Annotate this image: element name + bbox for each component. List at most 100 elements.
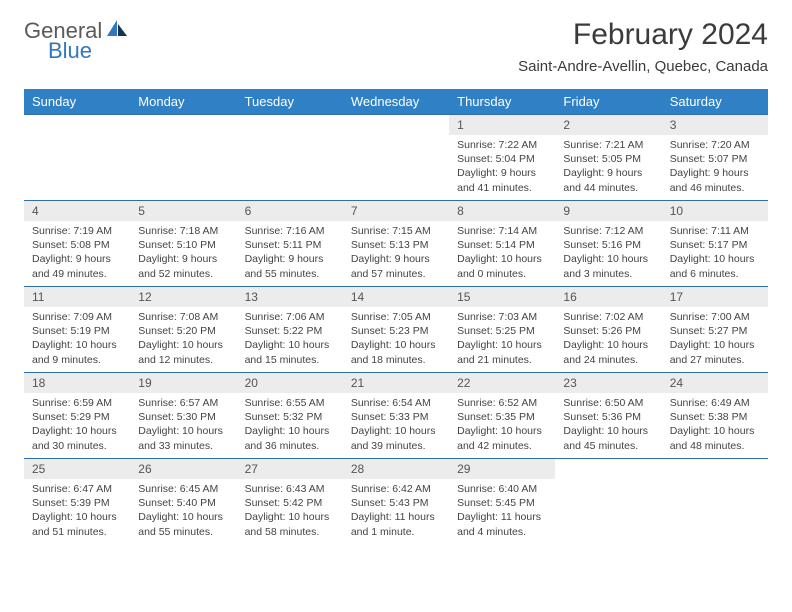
calendar-day-cell: 17Sunrise: 7:00 AMSunset: 5:27 PMDayligh… <box>662 287 768 373</box>
day-number: 2 <box>555 115 661 135</box>
weekday-header: Monday <box>130 89 236 115</box>
calendar-week-row: 11Sunrise: 7:09 AMSunset: 5:19 PMDayligh… <box>24 287 768 373</box>
calendar-day-cell: 16Sunrise: 7:02 AMSunset: 5:26 PMDayligh… <box>555 287 661 373</box>
sunset-line: Sunset: 5:14 PM <box>457 238 547 252</box>
day-number: 17 <box>662 287 768 307</box>
calendar-day-cell <box>343 115 449 201</box>
calendar-table: Sunday Monday Tuesday Wednesday Thursday… <box>24 89 768 545</box>
calendar-day-cell: 18Sunrise: 6:59 AMSunset: 5:29 PMDayligh… <box>24 373 130 459</box>
day-number: 27 <box>237 459 343 479</box>
day-number: 4 <box>24 201 130 221</box>
calendar-day-cell <box>237 115 343 201</box>
sunset-line: Sunset: 5:17 PM <box>670 238 760 252</box>
sunset-line: Sunset: 5:29 PM <box>32 410 122 424</box>
day-number: 16 <box>555 287 661 307</box>
sunset-line: Sunset: 5:30 PM <box>138 410 228 424</box>
sunrise-line: Sunrise: 7:00 AM <box>670 310 760 324</box>
daylight-line: Daylight: 10 hours and 39 minutes. <box>351 424 441 452</box>
sunrise-line: Sunrise: 6:40 AM <box>457 482 547 496</box>
sunrise-line: Sunrise: 6:54 AM <box>351 396 441 410</box>
day-number: 24 <box>662 373 768 393</box>
daylight-line: Daylight: 10 hours and 3 minutes. <box>563 252 653 280</box>
day-number: 10 <box>662 201 768 221</box>
daylight-line: Daylight: 10 hours and 58 minutes. <box>245 510 335 538</box>
location: Saint-Andre-Avellin, Quebec, Canada <box>518 58 768 75</box>
day-number: 6 <box>237 201 343 221</box>
calendar-day-cell <box>662 459 768 545</box>
day-body: Sunrise: 6:49 AMSunset: 5:38 PMDaylight:… <box>662 393 768 457</box>
daylight-line: Daylight: 10 hours and 15 minutes. <box>245 338 335 366</box>
daylight-line: Daylight: 10 hours and 0 minutes. <box>457 252 547 280</box>
day-number: 12 <box>130 287 236 307</box>
day-body: Sunrise: 6:57 AMSunset: 5:30 PMDaylight:… <box>130 393 236 457</box>
calendar-week-row: 25Sunrise: 6:47 AMSunset: 5:39 PMDayligh… <box>24 459 768 545</box>
day-number: 23 <box>555 373 661 393</box>
day-body: Sunrise: 7:20 AMSunset: 5:07 PMDaylight:… <box>662 135 768 199</box>
day-body: Sunrise: 6:59 AMSunset: 5:29 PMDaylight:… <box>24 393 130 457</box>
daylight-line: Daylight: 9 hours and 46 minutes. <box>670 166 760 194</box>
day-body: Sunrise: 6:40 AMSunset: 5:45 PMDaylight:… <box>449 479 555 543</box>
day-number: 8 <box>449 201 555 221</box>
calendar-day-cell: 3Sunrise: 7:20 AMSunset: 5:07 PMDaylight… <box>662 115 768 201</box>
day-body: Sunrise: 7:11 AMSunset: 5:17 PMDaylight:… <box>662 221 768 285</box>
day-number: 18 <box>24 373 130 393</box>
sunrise-line: Sunrise: 7:19 AM <box>32 224 122 238</box>
calendar-day-cell: 1Sunrise: 7:22 AMSunset: 5:04 PMDaylight… <box>449 115 555 201</box>
day-body: Sunrise: 6:43 AMSunset: 5:42 PMDaylight:… <box>237 479 343 543</box>
daylight-line: Daylight: 9 hours and 55 minutes. <box>245 252 335 280</box>
calendar-day-cell: 2Sunrise: 7:21 AMSunset: 5:05 PMDaylight… <box>555 115 661 201</box>
sunrise-line: Sunrise: 6:52 AM <box>457 396 547 410</box>
sunrise-line: Sunrise: 7:15 AM <box>351 224 441 238</box>
day-body: Sunrise: 7:21 AMSunset: 5:05 PMDaylight:… <box>555 135 661 199</box>
calendar-day-cell: 19Sunrise: 6:57 AMSunset: 5:30 PMDayligh… <box>130 373 236 459</box>
day-number: 9 <box>555 201 661 221</box>
sunrise-line: Sunrise: 7:14 AM <box>457 224 547 238</box>
calendar-day-cell: 28Sunrise: 6:42 AMSunset: 5:43 PMDayligh… <box>343 459 449 545</box>
sunset-line: Sunset: 5:20 PM <box>138 324 228 338</box>
calendar-day-cell: 13Sunrise: 7:06 AMSunset: 5:22 PMDayligh… <box>237 287 343 373</box>
day-number: 15 <box>449 287 555 307</box>
day-body: Sunrise: 6:47 AMSunset: 5:39 PMDaylight:… <box>24 479 130 543</box>
sunrise-line: Sunrise: 7:22 AM <box>457 138 547 152</box>
calendar-day-cell: 21Sunrise: 6:54 AMSunset: 5:33 PMDayligh… <box>343 373 449 459</box>
day-body: Sunrise: 7:15 AMSunset: 5:13 PMDaylight:… <box>343 221 449 285</box>
sunset-line: Sunset: 5:32 PM <box>245 410 335 424</box>
calendar-day-cell: 8 Sunrise: 7:14 AMSunset: 5:14 PMDaylight… <box>449 201 555 287</box>
calendar-day-cell <box>130 115 236 201</box>
sunset-line: Sunset: 5:10 PM <box>138 238 228 252</box>
calendar-day-cell <box>555 459 661 545</box>
sunset-line: Sunset: 5:04 PM <box>457 152 547 166</box>
sunrise-line: Sunrise: 7:12 AM <box>563 224 653 238</box>
day-body: Sunrise: 7:18 AMSunset: 5:10 PMDaylight:… <box>130 221 236 285</box>
sunset-line: Sunset: 5:05 PM <box>563 152 653 166</box>
weekday-header: Saturday <box>662 89 768 115</box>
sunset-line: Sunset: 5:35 PM <box>457 410 547 424</box>
sunset-line: Sunset: 5:27 PM <box>670 324 760 338</box>
day-body: Sunrise: 7:12 AMSunset: 5:16 PMDaylight:… <box>555 221 661 285</box>
calendar-day-cell: 24Sunrise: 6:49 AMSunset: 5:38 PMDayligh… <box>662 373 768 459</box>
sunset-line: Sunset: 5:42 PM <box>245 496 335 510</box>
weekday-header: Thursday <box>449 89 555 115</box>
sunset-line: Sunset: 5:45 PM <box>457 496 547 510</box>
sunrise-line: Sunrise: 7:11 AM <box>670 224 760 238</box>
day-body: Sunrise: 7:16 AMSunset: 5:11 PMDaylight:… <box>237 221 343 285</box>
day-body: Sunrise: 7:03 AMSunset: 5:25 PMDaylight:… <box>449 307 555 371</box>
calendar-day-cell: 25Sunrise: 6:47 AMSunset: 5:39 PMDayligh… <box>24 459 130 545</box>
calendar-day-cell: 22Sunrise: 6:52 AMSunset: 5:35 PMDayligh… <box>449 373 555 459</box>
calendar-day-cell: 23Sunrise: 6:50 AMSunset: 5:36 PMDayligh… <box>555 373 661 459</box>
calendar-day-cell: 7Sunrise: 7:15 AMSunset: 5:13 PMDaylight… <box>343 201 449 287</box>
day-body: Sunrise: 6:54 AMSunset: 5:33 PMDaylight:… <box>343 393 449 457</box>
calendar-week-row: 4Sunrise: 7:19 AMSunset: 5:08 PMDaylight… <box>24 201 768 287</box>
calendar-day-cell: 6Sunrise: 7:16 AMSunset: 5:11 PMDaylight… <box>237 201 343 287</box>
daylight-line: Daylight: 10 hours and 6 minutes. <box>670 252 760 280</box>
daylight-line: Daylight: 10 hours and 33 minutes. <box>138 424 228 452</box>
daylight-line: Daylight: 9 hours and 44 minutes. <box>563 166 653 194</box>
logo: General Blue <box>24 18 129 64</box>
day-number: 25 <box>24 459 130 479</box>
sunrise-line: Sunrise: 6:57 AM <box>138 396 228 410</box>
daylight-line: Daylight: 9 hours and 49 minutes. <box>32 252 122 280</box>
daylight-line: Daylight: 10 hours and 45 minutes. <box>563 424 653 452</box>
sunset-line: Sunset: 5:25 PM <box>457 324 547 338</box>
day-number: 7 <box>343 201 449 221</box>
month-title: February 2024 <box>518 18 768 52</box>
